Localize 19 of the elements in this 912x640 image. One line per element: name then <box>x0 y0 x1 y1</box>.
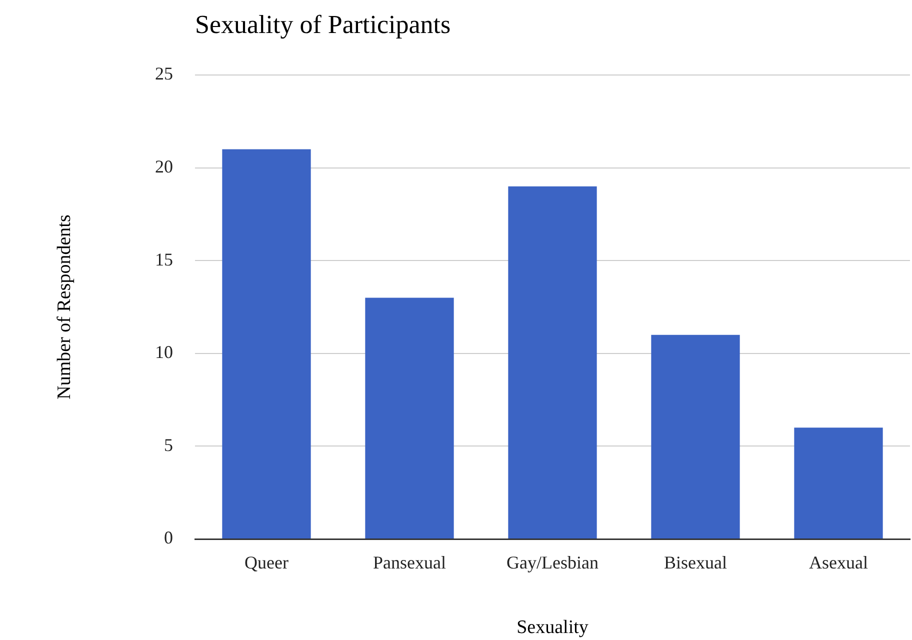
bar <box>794 428 883 538</box>
y-tick-label: 25 <box>155 64 173 84</box>
x-tick-label: Pansexual <box>373 552 446 573</box>
y-tick-label: 15 <box>155 249 173 270</box>
x-tick-label: Asexual <box>809 552 868 573</box>
x-tick-label: Gay/Lesbian <box>506 552 598 573</box>
y-tick-label: 0 <box>164 528 173 548</box>
y-tick-label: 5 <box>164 434 173 455</box>
y-tick-label: 10 <box>155 342 173 362</box>
y-tick-label: 20 <box>155 156 173 177</box>
bar <box>222 149 311 538</box>
y-axis-title: Number of Respondents <box>54 214 75 400</box>
bar <box>508 186 597 538</box>
bar <box>365 298 454 538</box>
x-tick-label: Queer <box>244 552 288 573</box>
bar <box>651 334 740 538</box>
chart-title: Sexuality of Participants <box>195 10 451 39</box>
x-axis-title: Sexuality <box>516 616 589 638</box>
x-tick-label: Bisexual <box>664 552 727 573</box>
